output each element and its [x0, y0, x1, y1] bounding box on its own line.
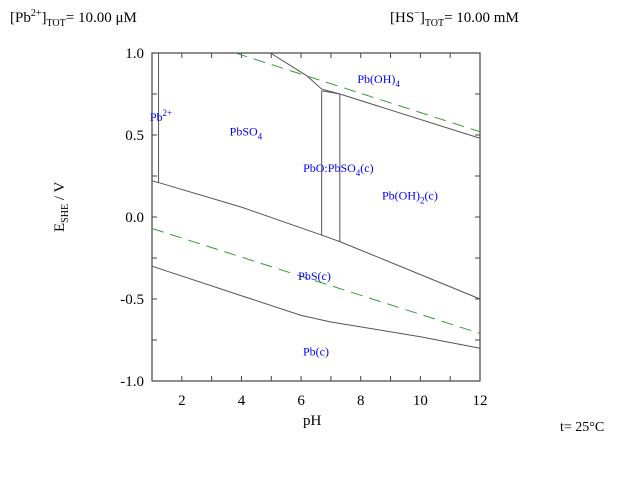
region-label: Pb(OH)4: [357, 72, 400, 89]
x-tick-label: 8: [357, 393, 365, 409]
pb-charge: 2+: [30, 8, 42, 19]
y-tick-label: 0.5: [125, 128, 144, 144]
y-tick-label: 0.0: [125, 210, 144, 226]
region-label: PbSO4: [230, 125, 263, 142]
y-label-sub: SHE: [60, 203, 71, 223]
pb-text: [Pb: [10, 10, 31, 26]
region-label: PbO:PbSO4(c): [303, 161, 374, 178]
x-axis-label: pH: [303, 413, 322, 429]
y-tick-label: -0.5: [120, 292, 144, 308]
water-stability-line: [151, 228, 481, 334]
region-label: PbS(c): [298, 269, 331, 283]
hs-value: = 10.00 mM: [444, 10, 519, 26]
pb-value: = 10.00 μM: [65, 10, 137, 26]
hs-text: [HS: [390, 10, 415, 26]
phase-boundary: [321, 90, 340, 95]
x-tick-label: 6: [297, 393, 305, 409]
x-tick-label: 4: [238, 393, 246, 409]
x-tick-label: 2: [178, 393, 186, 409]
region-label: Pb(c): [303, 344, 329, 358]
water-stability-line: [235, 52, 481, 133]
phase-boundary: [151, 180, 481, 300]
x-tick-label: 12: [473, 393, 488, 409]
plot-frame: [151, 52, 481, 382]
y-axis-label: ESHE / V: [52, 182, 71, 232]
sulfide-concentration-label: [HS−]TOT= 10.00 mM: [390, 8, 519, 29]
y-label-main: E: [52, 222, 68, 232]
y-tick-label: -1.0: [120, 374, 144, 390]
pb-sub: TOT: [46, 18, 66, 29]
x-tick-label: 10: [413, 393, 428, 409]
region-label: Pb2+: [150, 108, 172, 124]
y-label-rest: / V: [52, 181, 68, 204]
lead-concentration-label: [Pb2+]TOT= 10.00 μM: [10, 8, 137, 29]
region-label: Pb(OH)2(c): [382, 189, 438, 206]
temperature-label: t= 25°C: [560, 420, 605, 435]
y-tick-label: 1.0: [125, 46, 144, 62]
phase-boundary: [151, 265, 481, 349]
hs-charge: −: [414, 8, 420, 19]
phase-boundary: [270, 52, 481, 139]
hs-sub: TOT: [424, 18, 445, 29]
